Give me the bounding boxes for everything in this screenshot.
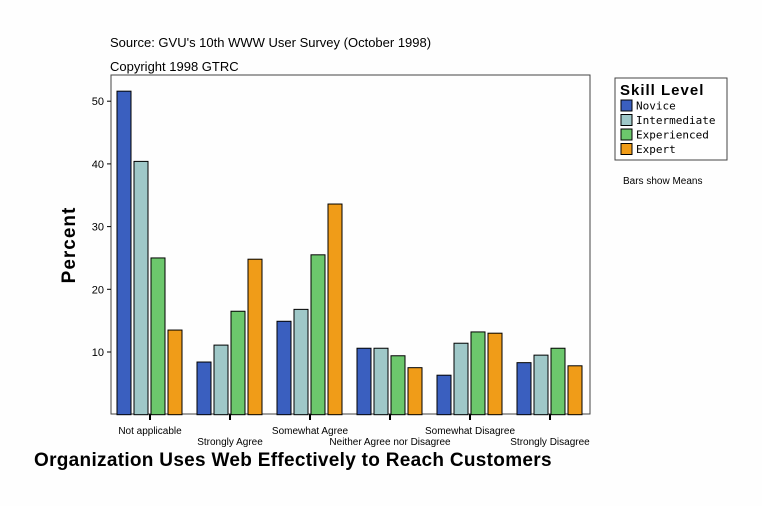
bar-expert bbox=[167, 329, 183, 416]
x-axis-title: Organization Uses Web Effectively to Rea… bbox=[34, 450, 552, 471]
y-tick-label: 10 bbox=[92, 347, 104, 359]
bar-novice bbox=[436, 374, 452, 416]
x-tick-label: Neither Agree nor Disagree bbox=[329, 437, 451, 448]
bar-expert bbox=[567, 365, 583, 416]
bar-experienced bbox=[550, 347, 566, 416]
x-tick-label: Strongly Agree bbox=[197, 437, 263, 448]
y-tick-label: 40 bbox=[92, 159, 104, 171]
legend-label: Experienced bbox=[636, 129, 709, 142]
bar-expert bbox=[407, 367, 423, 416]
legend-swatch-expert bbox=[620, 143, 633, 155]
y-tick-label: 30 bbox=[92, 222, 104, 234]
plot-area bbox=[110, 74, 591, 415]
bar-expert bbox=[327, 203, 343, 416]
note-bars-show-means: Bars show Means bbox=[623, 176, 702, 187]
bar-novice bbox=[116, 90, 132, 416]
bar-experienced bbox=[150, 257, 166, 416]
bar-intermediate bbox=[213, 344, 229, 416]
legend-swatch-novice bbox=[620, 99, 633, 112]
bar-intermediate bbox=[373, 347, 389, 416]
y-axis-label: Percent bbox=[59, 207, 80, 284]
bar-experienced bbox=[230, 310, 246, 416]
bar-novice bbox=[196, 361, 212, 416]
bar-novice bbox=[356, 347, 372, 416]
bar-experienced bbox=[390, 355, 406, 416]
bar-intermediate bbox=[133, 160, 149, 416]
bar-experienced bbox=[470, 331, 486, 416]
x-tick-label: Somewhat Agree bbox=[272, 426, 349, 437]
bars bbox=[116, 90, 583, 416]
y-axis: 10 20 30 40 50 bbox=[92, 96, 111, 359]
bar-experienced bbox=[310, 254, 326, 416]
legend-swatch-experienced bbox=[620, 128, 633, 141]
subtitle-copyright: Copyright 1998 GTRC bbox=[110, 59, 239, 74]
bar-novice bbox=[516, 362, 532, 416]
legend-label: Novice bbox=[636, 100, 676, 113]
legend-box bbox=[614, 77, 728, 161]
legend-title: Skill Level bbox=[620, 82, 704, 99]
bar-expert bbox=[487, 332, 503, 416]
bar-intermediate bbox=[293, 308, 309, 416]
bar-intermediate bbox=[453, 342, 469, 416]
bar-novice bbox=[276, 320, 292, 416]
legend-label: Intermediate bbox=[636, 114, 715, 127]
bar-expert bbox=[247, 258, 263, 416]
legend-label: Expert bbox=[636, 143, 676, 156]
x-tick-label: Not applicable bbox=[118, 426, 182, 437]
y-tick-label: 20 bbox=[92, 284, 104, 296]
subtitle-source: Source: GVU's 10th WWW User Survey (Octo… bbox=[110, 35, 431, 50]
legend-swatch-intermediate bbox=[620, 114, 633, 126]
x-axis: Not applicable Strongly Agree Somewhat Agr… bbox=[118, 414, 590, 448]
x-tick-label: Somewhat Disagree bbox=[425, 426, 515, 437]
x-tick-label: Strongly Disagree bbox=[510, 437, 590, 448]
bar-intermediate bbox=[533, 354, 549, 416]
y-tick-label: 50 bbox=[92, 96, 104, 108]
